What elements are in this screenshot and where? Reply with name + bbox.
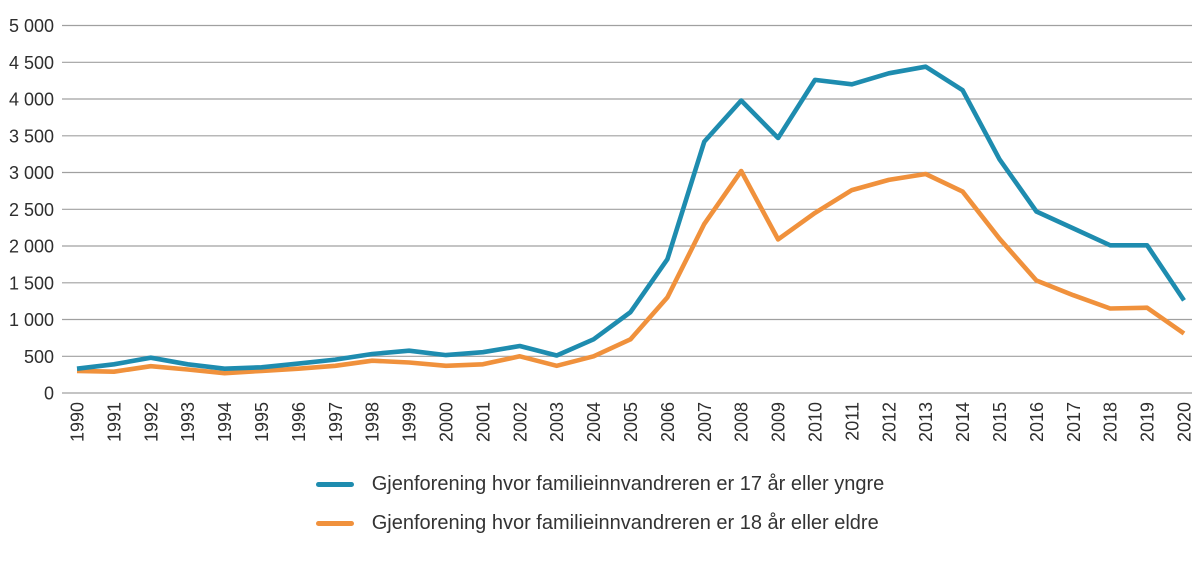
x-tick-label-2011: 2011 bbox=[842, 402, 862, 441]
x-tick-label-2009: 2009 bbox=[769, 402, 789, 442]
x-tick-label-2007: 2007 bbox=[695, 402, 715, 442]
x-tick-label-2000: 2000 bbox=[437, 402, 457, 442]
x-tick-label-1992: 1992 bbox=[141, 402, 161, 442]
x-tick-label-1990: 1990 bbox=[68, 402, 88, 442]
x-tick-label-2013: 2013 bbox=[916, 402, 936, 442]
legend-line-swatch-blue bbox=[315, 481, 354, 487]
x-tick-label-2006: 2006 bbox=[658, 402, 678, 442]
x-tick-label-2018: 2018 bbox=[1101, 402, 1121, 442]
y-tick-label-4000: 4 000 bbox=[9, 90, 54, 110]
x-tick-label-1999: 1999 bbox=[400, 402, 420, 442]
x-tick-label-2020: 2020 bbox=[1175, 402, 1195, 442]
x-tick-label-2004: 2004 bbox=[584, 402, 604, 442]
y-tick-label-3500: 3 500 bbox=[9, 126, 54, 146]
y-tick-label-2500: 2 500 bbox=[9, 200, 54, 220]
y-tick-label-0: 0 bbox=[44, 384, 54, 404]
x-tick-label-2005: 2005 bbox=[621, 402, 641, 442]
x-tick-label-1997: 1997 bbox=[326, 402, 346, 442]
x-tick-label-2019: 2019 bbox=[1138, 402, 1158, 442]
x-tick-label-1991: 1991 bbox=[104, 402, 124, 442]
x-tick-label-1994: 1994 bbox=[215, 402, 235, 442]
y-tick-label-3000: 3 000 bbox=[9, 163, 54, 183]
legend-label: Gjenforening hvor familieinnvandreren er… bbox=[371, 511, 879, 534]
legend-line-swatch-orange bbox=[315, 520, 354, 526]
x-tick-label-2001: 2001 bbox=[473, 402, 493, 442]
x-tick-label-1996: 1996 bbox=[289, 402, 309, 442]
x-tick-label-1998: 1998 bbox=[363, 402, 383, 442]
x-tick-label-2002: 2002 bbox=[510, 402, 530, 442]
legend-item-17-yngre: Gjenforening hvor familieinnvandreren er… bbox=[315, 472, 885, 496]
x-tick-label-2017: 2017 bbox=[1064, 402, 1084, 442]
x-tick-label-2015: 2015 bbox=[990, 402, 1010, 442]
series-line-1 bbox=[76, 168, 1186, 376]
legend-item-18-eldre: Gjenforening hvor familieinnvandreren er… bbox=[315, 511, 885, 535]
x-tick-label-2014: 2014 bbox=[953, 402, 973, 442]
x-tick-label-2003: 2003 bbox=[547, 402, 567, 442]
x-tick-label-2008: 2008 bbox=[732, 402, 752, 442]
x-tick-label-1995: 1995 bbox=[252, 402, 272, 442]
y-tick-label-1500: 1 500 bbox=[9, 273, 54, 293]
x-tick-label-2016: 2016 bbox=[1027, 402, 1047, 442]
chart-legend: Gjenforening hvor familieinnvandreren er… bbox=[315, 472, 885, 535]
y-tick-label-4500: 4 500 bbox=[9, 53, 54, 73]
legend-label: Gjenforening hvor familieinnvandreren er… bbox=[371, 472, 885, 495]
x-tick-label-1993: 1993 bbox=[178, 402, 198, 442]
y-tick-label-2000: 2 000 bbox=[9, 237, 54, 257]
x-tick-label-2010: 2010 bbox=[806, 402, 826, 442]
y-tick-label-500: 500 bbox=[24, 347, 54, 367]
x-tick-label-2012: 2012 bbox=[879, 402, 899, 442]
chart-svg: 0 500 1 000 1 500 2 000 2 500 3 000 3 500 4 000 4… bbox=[9, 16, 1195, 442]
y-tick-label-1000: 1 000 bbox=[9, 310, 54, 330]
series-line-0 bbox=[76, 64, 1186, 372]
y-tick-label-5000: 5 000 bbox=[9, 16, 54, 36]
